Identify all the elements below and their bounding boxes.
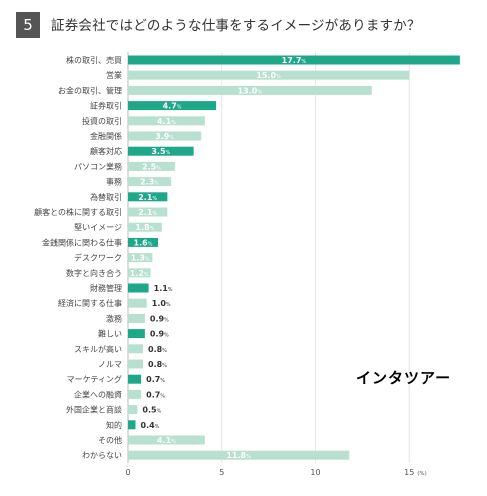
category-label: 営業	[106, 70, 122, 80]
category-label: 顧客対応	[90, 146, 122, 156]
value-label: 13.0%	[238, 86, 263, 95]
value-label: 2.1%	[138, 193, 157, 202]
category-label: 金融関係	[90, 131, 122, 141]
bar	[128, 131, 202, 141]
category-label: マーケティング	[67, 374, 122, 384]
category-label: 外国企業と商談	[66, 405, 122, 415]
value-label: 1.2%	[130, 269, 149, 278]
bar	[128, 313, 145, 323]
value-label: 0.8%	[148, 345, 167, 354]
value-label: 3.5%	[151, 147, 170, 156]
bar	[128, 329, 145, 339]
category-label: 顧客との株に関する取引	[34, 207, 122, 217]
category-label: 証券取引	[90, 101, 122, 111]
header: 5 証券会社ではどのような仕事をするイメージがありますか？	[0, 0, 487, 44]
bar	[128, 389, 142, 399]
category-label: わからない	[82, 451, 122, 460]
watermark-logo: インタツアー	[356, 369, 452, 387]
category-label: 株の取引、売買	[66, 55, 122, 65]
value-label: 3.9%	[155, 132, 174, 141]
category-label: 投資の取引	[82, 116, 122, 126]
value-label: 15.0%	[256, 71, 281, 80]
x-tick-label: 0	[125, 468, 130, 477]
bar	[128, 70, 410, 80]
bar	[128, 55, 460, 65]
value-label: 1.6%	[134, 238, 153, 247]
value-label: 2.1%	[138, 208, 157, 217]
value-label: 2.5%	[142, 162, 161, 171]
x-tick-label: 15	[404, 468, 414, 477]
category-label: スキルが高い	[74, 344, 122, 354]
category-label: 激務	[106, 313, 122, 323]
category-label: デスクワーク	[74, 253, 122, 263]
bar	[128, 283, 149, 293]
x-tick-label: 5	[219, 468, 224, 477]
category-label: 数字と向き合う	[66, 268, 122, 278]
bar	[128, 161, 175, 171]
bar	[128, 192, 168, 202]
value-label: 0.9%	[150, 314, 169, 323]
bar	[128, 146, 194, 156]
value-label: 0.9%	[150, 330, 169, 339]
bar	[128, 101, 217, 111]
value-label: 0.8%	[148, 360, 167, 369]
value-label: 11.8%	[226, 451, 251, 460]
bar	[128, 177, 172, 187]
category-label: 為替取引	[90, 192, 122, 202]
value-label: 0.7%	[146, 375, 165, 384]
category-label: 事務	[106, 177, 122, 187]
bar	[128, 298, 147, 308]
bar	[128, 222, 162, 232]
value-label: 17.7%	[282, 56, 307, 65]
x-tick-label: 10	[310, 468, 320, 477]
value-label: 4.1%	[157, 436, 176, 445]
value-label: 4.7%	[163, 102, 182, 111]
value-label: 0.7%	[146, 390, 165, 399]
category-label: 経済に関する仕事	[58, 298, 122, 308]
x-unit-label: (%)	[417, 471, 427, 477]
bar	[128, 207, 168, 217]
bar	[128, 116, 205, 126]
bar	[128, 374, 142, 384]
value-label: 0.4%	[141, 421, 160, 430]
bar	[128, 253, 153, 263]
chart-title: 証券会社ではどのような仕事をするイメージがありますか？	[51, 18, 421, 34]
category-label: お金の取引、管理	[58, 85, 122, 95]
category-label: その他	[98, 435, 122, 445]
value-label: 1.3%	[131, 254, 150, 263]
value-label: 1.8%	[135, 223, 154, 232]
bar	[128, 359, 143, 369]
value-label: 2.3%	[140, 178, 159, 187]
bar	[128, 405, 138, 415]
category-label: 金銭関係に関わる仕事	[42, 237, 122, 247]
value-label: 1.1%	[154, 284, 173, 293]
question-number: 5	[16, 12, 40, 38]
bar	[128, 420, 136, 430]
category-label: 財務管理	[90, 283, 122, 293]
category-label: ノルマ	[98, 360, 122, 369]
category-label: 難しい	[98, 329, 122, 339]
bar	[128, 268, 151, 278]
value-label: 0.5%	[142, 406, 161, 415]
bar	[128, 85, 372, 95]
category-label: パソコン業務	[74, 161, 122, 171]
category-label: 企業への融資	[74, 389, 122, 399]
bar	[128, 450, 350, 460]
bar	[128, 344, 143, 354]
value-label: 4.1%	[157, 117, 176, 126]
bar	[128, 435, 205, 445]
category-label: 知的	[106, 420, 122, 430]
category-label: 堅いイメージ	[74, 223, 122, 232]
value-label: 1.0%	[152, 299, 171, 308]
bar	[128, 237, 158, 247]
